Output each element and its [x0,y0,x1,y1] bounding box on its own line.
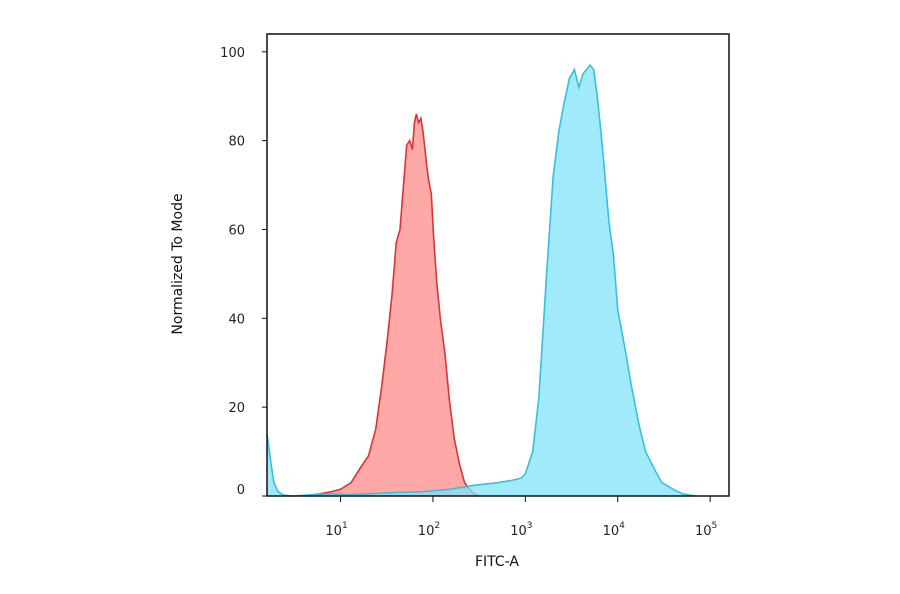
histogram-series-layer [266,63,696,497]
y-tick-label: 40 [228,312,245,327]
y-axis-ticks: 0 20 40 60 80 100 [220,46,267,498]
plot-frame [266,33,730,497]
x-tick-label: 103 [510,521,532,539]
series-2-area [267,65,696,496]
series-1-outline [303,113,480,497]
x-tick-label: 101 [325,521,347,539]
y-tick-label: 80 [228,135,245,150]
y-tick-label: 60 [228,223,245,238]
x-axis-title: FITC-A [475,554,519,570]
x-tick-label: 104 [603,521,626,539]
x-tick-label: 105 [695,521,717,539]
x-tick-label: 102 [418,521,440,539]
x-axis-ticks: 101 102 103 104 105 [325,496,717,539]
series-2-outline [266,63,696,497]
y-tick-label: 0 [237,483,245,498]
y-tick-label: 100 [220,46,245,61]
y-tick-label: 20 [228,401,245,416]
y-axis-title: Normalized To Mode [170,193,186,334]
